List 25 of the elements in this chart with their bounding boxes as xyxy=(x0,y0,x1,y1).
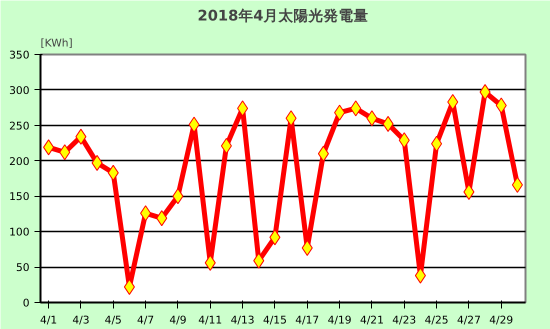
x-tick-label: 4/9 xyxy=(169,314,187,326)
x-tick-label: 4/19 xyxy=(328,314,352,326)
x-tick-label: 4/23 xyxy=(392,314,416,326)
y-tick-label: 250 xyxy=(9,119,30,132)
x-tick-label: 4/17 xyxy=(295,314,320,326)
y-tick-label: 100 xyxy=(9,226,30,239)
x-tick-label: 4/3 xyxy=(72,314,90,326)
x-tick-label: 4/15 xyxy=(262,314,287,326)
x-tick-label: 4/25 xyxy=(424,314,449,326)
y-tick-label: 0 xyxy=(22,296,30,310)
y-tick-label: 200 xyxy=(9,154,30,168)
x-tick-label: 4/1 xyxy=(40,314,58,326)
chart-title: 2018年4月太陽光発電量 xyxy=(198,8,369,24)
y-axis-title: [KWh] xyxy=(40,36,73,50)
x-tick-label: 4/11 xyxy=(198,314,222,326)
x-tick-label: 4/5 xyxy=(104,314,122,326)
y-tick-label: 50 xyxy=(16,261,30,274)
x-tick-label: 4/29 xyxy=(489,314,514,326)
x-tick-label: 4/27 xyxy=(456,314,481,326)
x-tick-label: 4/7 xyxy=(137,314,154,326)
y-tick-label: 150 xyxy=(9,190,30,204)
y-tick-label: 300 xyxy=(9,84,30,97)
x-tick-label: 4/21 xyxy=(360,314,384,326)
x-tick-label: 4/13 xyxy=(230,314,255,326)
y-tick-label: 350 xyxy=(9,48,30,62)
